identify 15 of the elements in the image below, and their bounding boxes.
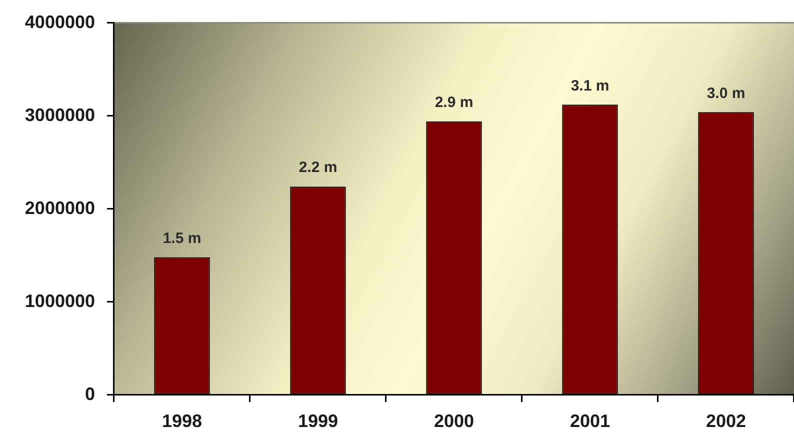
y-tick-label: 3000000 (24, 104, 95, 125)
y-tick-label: 0 (84, 384, 95, 404)
data-label: 2.2 m (298, 159, 338, 176)
x-tick-label: 1998 (162, 410, 202, 431)
y-tick-label: 4000000 (24, 12, 95, 32)
x-tick-label: 2002 (706, 410, 746, 431)
x-tick-label: 2001 (570, 410, 610, 431)
data-label: 3.1 m (570, 77, 610, 94)
data-label: 3.0 m (706, 84, 746, 102)
y-tick-label: 2000000 (24, 198, 95, 218)
x-tick-label: 1999 (298, 410, 338, 431)
data-label: 1.5 m (162, 230, 202, 247)
data-label: 2.9 m (434, 94, 474, 112)
y-tick-label: 1000000 (24, 290, 95, 311)
x-tick-label: 2000 (434, 410, 474, 431)
